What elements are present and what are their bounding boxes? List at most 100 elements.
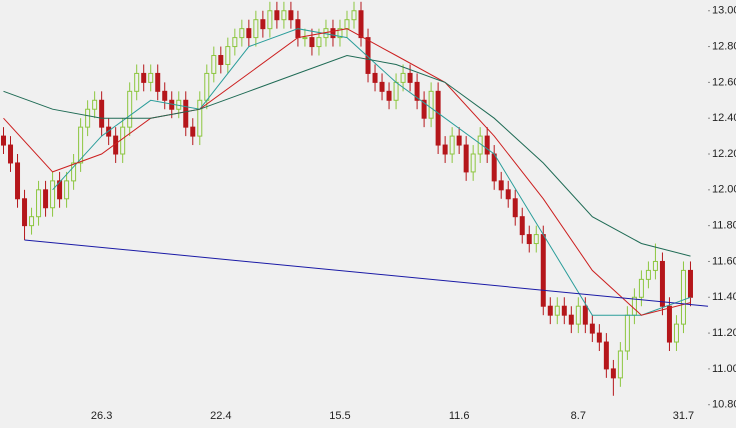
candle-body [330, 28, 336, 39]
candle-body [568, 314, 574, 325]
line-series [3, 54, 691, 257]
candle-body [253, 19, 259, 39]
line-series [24, 239, 709, 307]
candle-body [344, 19, 350, 30]
candle-body [1, 135, 7, 146]
x-tick-label: 15.5 [329, 410, 350, 422]
candle-body [302, 37, 308, 40]
y-tick-label: 11.800 [712, 220, 736, 232]
candle-body [267, 10, 273, 30]
candle-body [260, 19, 266, 30]
y-tick-label: 12.600 [712, 76, 736, 88]
candle-body [414, 81, 420, 101]
candle-body [631, 296, 637, 316]
candle-body [603, 341, 609, 370]
candle-body [449, 135, 455, 155]
candle-body [456, 135, 462, 146]
y-tick-label: 12.000 [712, 184, 736, 196]
candle-body [491, 153, 497, 182]
candle-body [190, 126, 196, 137]
candle-body [659, 260, 665, 307]
candle-body [337, 28, 343, 39]
candle-body [64, 180, 70, 200]
candle-body [512, 198, 518, 218]
line-series [3, 28, 691, 316]
candle-body [232, 37, 238, 48]
candle-body [309, 37, 315, 48]
candle-body [288, 10, 294, 21]
candle-body [50, 180, 56, 209]
candle-body [582, 305, 588, 325]
x-tick-label: 11.6 [449, 410, 470, 422]
candle-body [638, 278, 644, 298]
candle-body [519, 216, 525, 236]
candle-body [211, 55, 217, 74]
candle-body [547, 305, 553, 316]
y-tick-label: 11.200 [712, 327, 736, 339]
candle-body [29, 216, 35, 227]
candle-body [43, 189, 49, 209]
candle-body [225, 46, 231, 65]
candle-body [127, 90, 133, 128]
candle-body [183, 99, 189, 128]
candle-body [421, 99, 427, 119]
candle-body [71, 162, 77, 182]
candle-body [281, 10, 287, 21]
candle-body [78, 126, 84, 164]
candle-body [393, 81, 399, 101]
candle-body [351, 10, 357, 21]
candle-body [589, 323, 595, 334]
candle-body [197, 99, 203, 137]
candle-body [652, 260, 658, 271]
candle-body [526, 234, 532, 245]
candle-body [498, 180, 504, 191]
candle-body [239, 28, 245, 39]
candle-body [379, 81, 385, 92]
candle-body [673, 323, 679, 343]
candle-body [155, 72, 161, 92]
y-tick-label: 13.000 [712, 5, 736, 17]
candle-body [407, 72, 413, 83]
candle-body [470, 153, 476, 173]
candle-body [99, 99, 105, 128]
candle-body [148, 72, 154, 83]
candle-body [204, 72, 210, 101]
y-tick-label: 12.200 [712, 148, 736, 160]
candle-body [316, 37, 322, 48]
candle-body [15, 162, 21, 200]
y-tick-label: 12.800 [712, 40, 736, 52]
candle-body [505, 189, 511, 200]
candle-body [610, 368, 616, 379]
candle-body [22, 198, 28, 227]
candle-body [533, 234, 539, 245]
candle-body [435, 90, 441, 146]
candle-body [120, 126, 126, 155]
candle-body [141, 72, 147, 83]
candle-body [8, 144, 14, 164]
candle-body [85, 108, 91, 128]
candle-body [162, 90, 168, 101]
candle-body [428, 90, 434, 119]
candle-body [554, 305, 560, 316]
x-tick-label: 8.7 [571, 410, 586, 422]
candle-body [561, 305, 567, 316]
candle-body [274, 10, 280, 21]
candle-body [687, 269, 693, 298]
y-tick-label: 11.400 [712, 291, 736, 303]
y-tick-label: 11.600 [712, 255, 736, 267]
candle-body [92, 99, 98, 110]
candle-body [680, 269, 686, 325]
candle-body [372, 72, 378, 83]
candle-body [596, 332, 602, 343]
candle-body [106, 126, 112, 137]
candle-body [645, 269, 651, 280]
y-tick-label: 10.800 [712, 399, 736, 411]
candle-body [666, 305, 672, 343]
candle-body [624, 314, 630, 352]
candle-body [134, 72, 140, 92]
candle-body [463, 144, 469, 173]
candle-body [358, 10, 364, 39]
candle-body [386, 90, 392, 101]
x-tick-label: 31.7 [673, 410, 694, 422]
